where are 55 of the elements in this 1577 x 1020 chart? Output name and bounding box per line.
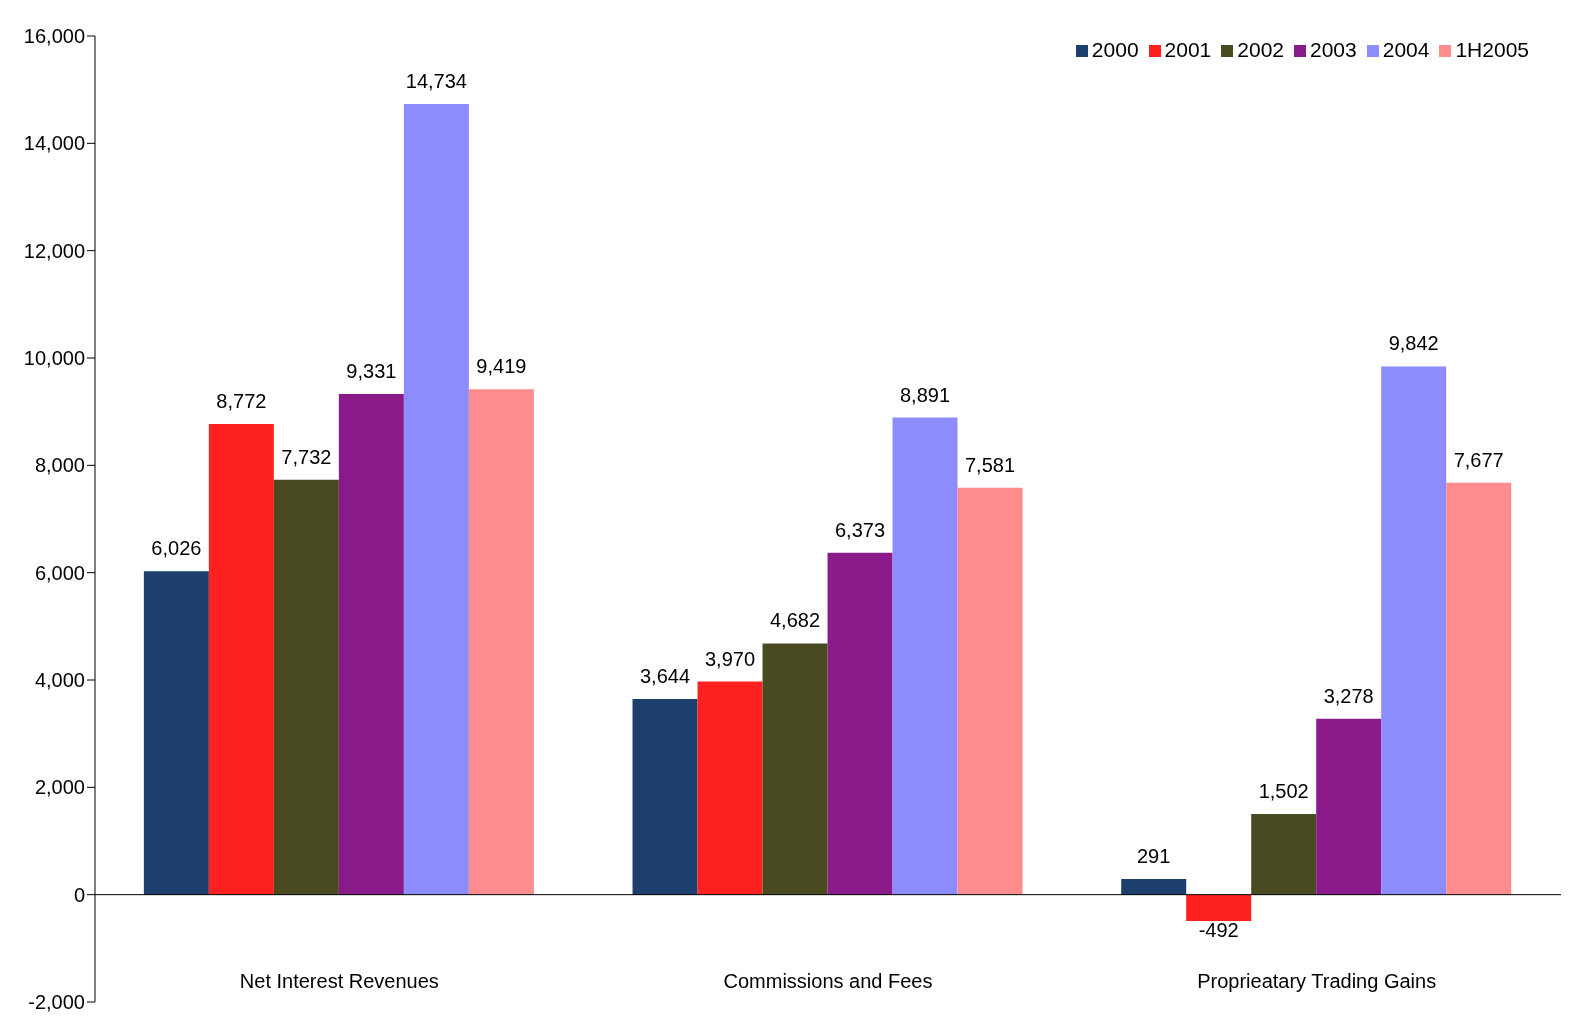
bar (208, 423, 274, 895)
data-label: 9,419 (476, 355, 527, 378)
data-label: 1,502 (1258, 780, 1309, 803)
data-label: 3,278 (1323, 684, 1374, 707)
x-tick-label: Commissions and Fees (723, 970, 933, 992)
y-tick-label: 6,000 (34, 561, 85, 584)
legend-label: 2003 (1310, 38, 1357, 61)
data-label: -492 (1198, 918, 1239, 941)
bar (827, 552, 893, 895)
data-label: 9,331 (346, 359, 397, 382)
y-tick-label: 12,000 (23, 239, 85, 262)
data-label: 6,373 (835, 518, 886, 541)
bar (468, 389, 534, 895)
y-tick-label: 16,000 (23, 25, 85, 48)
y-tick-label: -2,000 (28, 991, 85, 1014)
y-tick-label: 2,000 (34, 776, 85, 799)
bar (892, 417, 958, 895)
legend-label: 2000 (1091, 38, 1139, 61)
data-label: 14,734 (405, 69, 467, 92)
data-label: 3,644 (640, 665, 691, 688)
y-tick-label: 4,000 (34, 669, 85, 692)
bar (632, 699, 698, 895)
bar (1316, 718, 1382, 895)
bar (1381, 366, 1447, 895)
y-tick-label: 8,000 (34, 454, 85, 477)
data-label: 6,026 (151, 537, 202, 560)
y-tick-label: 10,000 (23, 347, 85, 370)
data-label: 291 (1137, 845, 1171, 868)
bar (273, 479, 339, 895)
data-label: 7,581 (965, 453, 1016, 476)
bar (1446, 482, 1512, 895)
y-tick-label: 0 (73, 883, 85, 906)
legend-label: 1H2005 (1455, 38, 1529, 61)
data-label: 7,677 (1453, 448, 1504, 471)
bar (1251, 814, 1317, 895)
data-label: 4,682 (770, 609, 821, 632)
x-tick-label: Net Interest Revenues (239, 970, 439, 992)
x-tick-label: Proprieatary Trading Gains (1197, 970, 1437, 992)
legend-label: 2002 (1237, 38, 1284, 61)
legend-label: 2004 (1382, 38, 1430, 61)
bar (143, 571, 209, 895)
bar (762, 643, 828, 895)
bar (338, 393, 404, 895)
bar (957, 487, 1023, 895)
data-label: 3,970 (705, 647, 756, 670)
bar (1121, 879, 1187, 895)
bar (697, 681, 763, 895)
data-label: 9,842 (1388, 332, 1439, 355)
y-tick-label: 14,000 (23, 132, 85, 155)
data-label: 8,772 (216, 389, 267, 412)
data-label: 7,732 (281, 445, 332, 468)
data-label: 8,891 (900, 383, 951, 406)
bar (1186, 894, 1252, 922)
legend-label: 2001 (1164, 38, 1212, 61)
bar (403, 103, 469, 895)
